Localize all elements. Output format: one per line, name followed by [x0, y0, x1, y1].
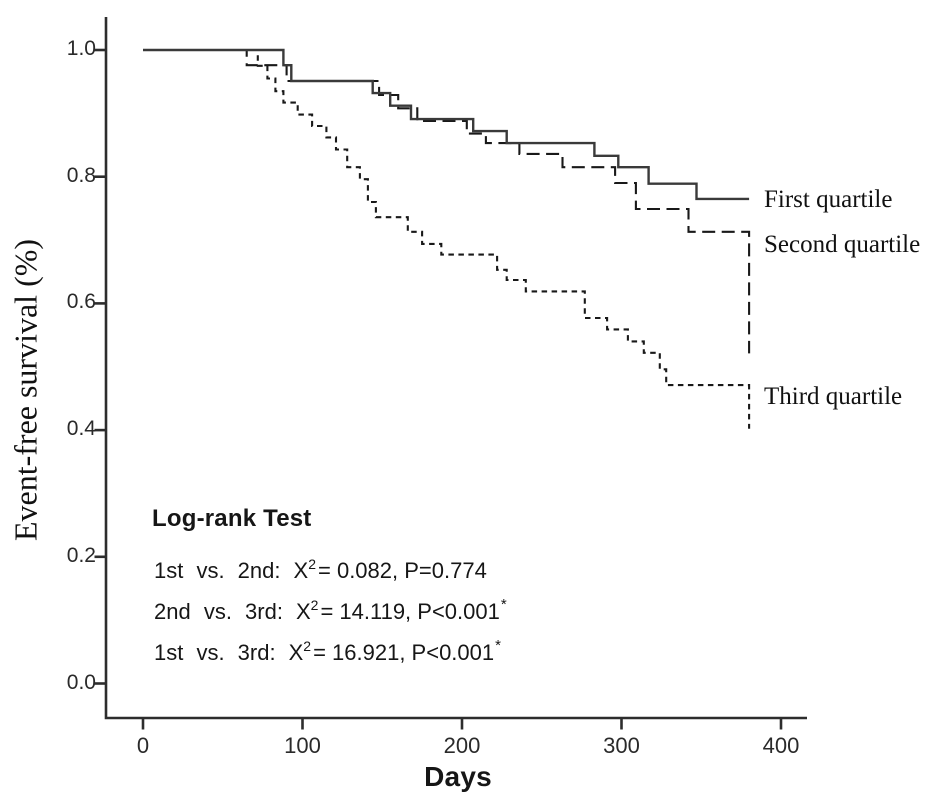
logrank-pair: 1st vs. 2nd: — [154, 558, 281, 583]
y-tick-label: 0.4 — [66, 417, 96, 441]
chi-square-symbol: X — [293, 558, 309, 583]
chi-square-exponent: 2 — [303, 638, 312, 654]
x-tick-label: 100 — [284, 733, 321, 758]
y-axis-title: Event-free survival (%) — [7, 238, 44, 542]
chi-square-exponent: 2 — [308, 556, 316, 572]
logrank-pair: 1st vs. 3rd: — [154, 640, 276, 665]
x-tick-label: 400 — [762, 733, 800, 758]
logrank-pair: 2nd vs. 3rd: — [154, 599, 283, 624]
chi-square-symbol: X — [288, 640, 304, 665]
chi-square-symbol: X — [295, 599, 311, 624]
series-curve-second-quartile — [143, 48, 751, 354]
y-tick-label: 0.6 — [66, 290, 96, 314]
logrank-annotation: Log-rank Test 1st vs. 2nd: X2= 0.082, P=0… — [152, 505, 632, 685]
series-label-first-quartile: First quartile — [764, 186, 893, 213]
series-curve-third-quartile — [143, 48, 751, 429]
x-tick-label: 300 — [603, 733, 640, 758]
x-tick-label: 0 — [136, 733, 150, 758]
logrank-title: Log-rank Test — [152, 505, 312, 532]
logrank-line-2nd-vs-3rd: 2nd vs. 3rd: X2= 14.119, P<0.001* — [154, 596, 507, 625]
logrank-value: = 16.921, P<0.001 — [313, 640, 495, 665]
series-label-third-quartile: Third quartile — [764, 383, 903, 410]
series-curve-first-quartile — [143, 48, 750, 201]
x-tick-label: 200 — [443, 733, 481, 758]
significance-star: * — [495, 637, 501, 654]
axes — [104, 17, 807, 720]
logrank-line-1st-vs-2nd: 1st vs. 2nd: X2= 0.082, P=0.774 — [154, 556, 488, 584]
chi-square-exponent: 2 — [310, 597, 319, 613]
y-tick-label: 0.0 — [66, 670, 96, 694]
significance-star: * — [500, 596, 507, 613]
series-label-second-quartile: Second quartile — [764, 231, 921, 258]
y-tick-label: 1.0 — [66, 37, 96, 60]
y-tick-label: 0.2 — [66, 543, 96, 567]
x-axis-title: Days — [424, 761, 492, 792]
logrank-value: = 14.119, P<0.001 — [320, 599, 500, 624]
logrank-line-1st-vs-3rd: 1st vs. 3rd: X2= 16.921, P<0.001* — [154, 637, 501, 666]
logrank-value: = 0.082, P=0.774 — [318, 558, 487, 583]
y-tick-label: 0.8 — [66, 163, 96, 187]
